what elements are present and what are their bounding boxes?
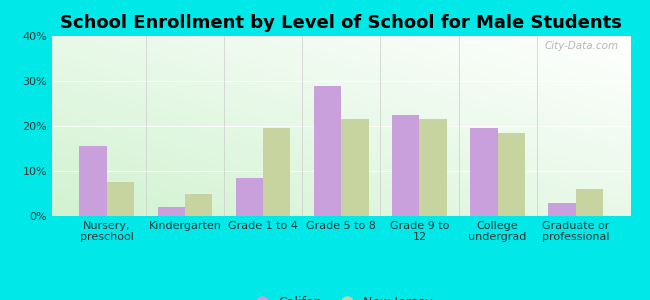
Bar [341,119,369,216]
Bar [185,194,213,216]
Bar [392,115,419,216]
Text: City-Data.com: City-Data.com [545,41,619,51]
Bar [576,189,603,216]
Bar [470,128,498,216]
Bar [157,207,185,216]
Bar [107,182,134,216]
Bar [236,178,263,216]
Bar [549,202,576,216]
Bar [263,128,291,216]
Title: School Enrollment by Level of School for Male Students: School Enrollment by Level of School for… [60,14,622,32]
Bar [419,119,447,216]
Legend: Califon, New Jersey: Califon, New Jersey [245,291,437,300]
Bar [498,133,525,216]
Bar [314,85,341,216]
Bar [79,146,107,216]
